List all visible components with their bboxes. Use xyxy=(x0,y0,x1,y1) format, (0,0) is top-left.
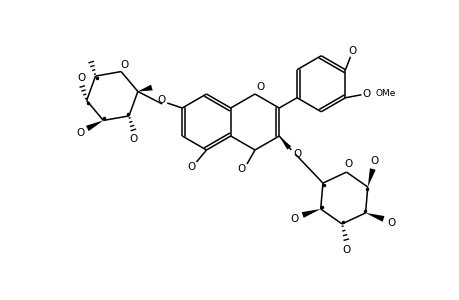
Text: O: O xyxy=(76,128,84,138)
Text: O: O xyxy=(237,164,246,174)
Text: O: O xyxy=(129,134,138,144)
Polygon shape xyxy=(365,213,384,222)
Text: O: O xyxy=(386,218,395,228)
Text: O: O xyxy=(347,46,356,56)
Polygon shape xyxy=(279,136,291,150)
Text: O: O xyxy=(187,162,195,172)
Text: O: O xyxy=(120,60,128,70)
Polygon shape xyxy=(301,209,320,218)
Text: O: O xyxy=(78,73,85,82)
Text: O: O xyxy=(370,156,378,166)
Text: O: O xyxy=(157,95,165,105)
Text: O: O xyxy=(292,149,301,159)
Text: OMe: OMe xyxy=(375,89,395,98)
Text: O: O xyxy=(362,89,370,99)
Polygon shape xyxy=(86,120,103,131)
Polygon shape xyxy=(367,168,375,187)
Polygon shape xyxy=(138,85,152,92)
Text: O: O xyxy=(344,159,352,169)
Text: O: O xyxy=(256,82,264,92)
Text: O: O xyxy=(342,245,350,255)
Text: O: O xyxy=(290,214,298,224)
